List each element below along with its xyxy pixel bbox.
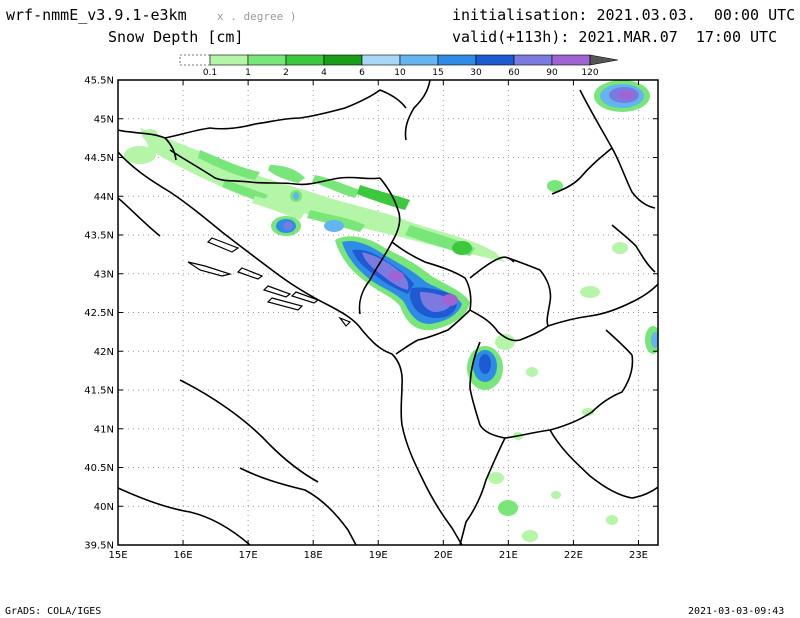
variable-title: Snow Depth [cm]	[108, 28, 244, 46]
y-tick-label: 42N	[94, 347, 114, 358]
units-note: x . degree )	[217, 10, 297, 23]
colorbar-label: 1	[245, 68, 251, 78]
colorbar-label: 6	[359, 68, 365, 78]
valid-time: valid(+113h): 2021.MAR.07 17:00 UTC	[452, 28, 778, 46]
colorbar-label: 2	[283, 68, 289, 78]
colorbar-label: 0.1	[203, 68, 217, 78]
colorbar-segment	[551, 54, 591, 66]
x-tick-label: 19E	[369, 550, 388, 561]
init-time: initialisation: 2021.03.03. 00:00 UTC	[452, 6, 796, 24]
x-tick-label: 18E	[304, 550, 323, 561]
y-tick-label: 45.5N	[84, 76, 114, 87]
x-tick-label: 16E	[174, 550, 193, 561]
colorbar-segment	[247, 54, 287, 66]
y-tick-label: 41.5N	[84, 386, 114, 397]
axes: 15E 16E 17E 18E 19E 20E 21E 22E 23E 45.5N 45N 44.5N…	[84, 76, 658, 561]
model-title: wrf-nmmE_v3.9.1-e3km	[6, 6, 187, 24]
islands	[187, 237, 352, 327]
colorbar-segment	[285, 54, 325, 66]
colorbar-label: 4	[321, 68, 327, 78]
y-tick-label: 45N	[94, 114, 114, 125]
footer-software: GrADS: COLA/IGES	[5, 606, 102, 617]
colorbar-label: 120	[581, 68, 598, 78]
colorbar-segment	[361, 54, 401, 66]
y-tick-label: 40N	[94, 502, 114, 513]
colorbar: 0.1 1 2 4 6 10 15 30 60 90 120	[179, 54, 619, 78]
x-tick-label: 21E	[499, 550, 518, 561]
colorbar-label: 10	[394, 68, 406, 78]
colorbar-segment	[437, 54, 477, 66]
colorbar-segment	[399, 54, 439, 66]
x-tick-label: 15E	[108, 550, 127, 561]
y-tick-label: 42.5N	[84, 308, 114, 319]
colorbar-arrow	[589, 54, 619, 66]
x-tick-label: 17E	[239, 550, 258, 561]
colorbar-label: 60	[508, 68, 520, 78]
y-tick-label: 43N	[94, 269, 114, 280]
country-borders	[164, 80, 658, 545]
colorbar-label: 30	[470, 68, 482, 78]
colorbar-label: 15	[432, 68, 443, 78]
colorbar-segment	[475, 54, 515, 66]
y-tick-label: 41N	[94, 424, 114, 435]
y-tick-label: 44N	[94, 192, 114, 203]
x-tick-label: 23E	[629, 550, 648, 561]
y-tick-label: 39.5N	[84, 541, 114, 552]
coastlines	[118, 129, 463, 545]
colorbar-segment	[209, 54, 249, 66]
x-tick-label: 20E	[434, 550, 453, 561]
colorbar-label: 90	[546, 68, 558, 78]
y-tick-label: 43.5N	[84, 231, 114, 242]
y-tick-label: 44.5N	[84, 153, 114, 164]
footer-timestamp: 2021-03-03-09:43	[688, 606, 785, 617]
colorbar-segment	[323, 54, 363, 66]
x-tick-label: 22E	[564, 550, 583, 561]
colorbar-segment	[513, 54, 553, 66]
y-tick-label: 40.5N	[84, 463, 114, 474]
colorbar-segment	[179, 54, 211, 66]
